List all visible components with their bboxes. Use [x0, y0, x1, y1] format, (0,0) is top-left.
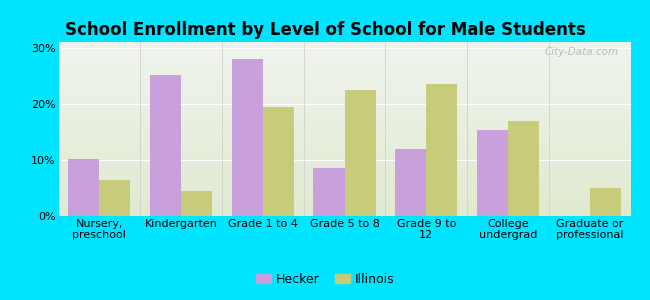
Bar [344, 90, 376, 216]
Bar [477, 130, 508, 216]
Bar [590, 188, 621, 216]
Bar [232, 59, 263, 216]
Bar [263, 106, 294, 216]
Bar [426, 84, 457, 216]
Text: City-Data.com: City-Data.com [545, 47, 619, 57]
Text: School Enrollment by Level of School for Male Students: School Enrollment by Level of School for… [64, 21, 586, 39]
Bar [181, 191, 212, 216]
Bar [99, 179, 131, 216]
Bar [313, 168, 345, 216]
Bar [395, 148, 426, 216]
Bar [68, 159, 99, 216]
Bar [508, 121, 539, 216]
Bar [150, 75, 181, 216]
Legend: Hecker, Illinois: Hecker, Illinois [251, 268, 399, 291]
